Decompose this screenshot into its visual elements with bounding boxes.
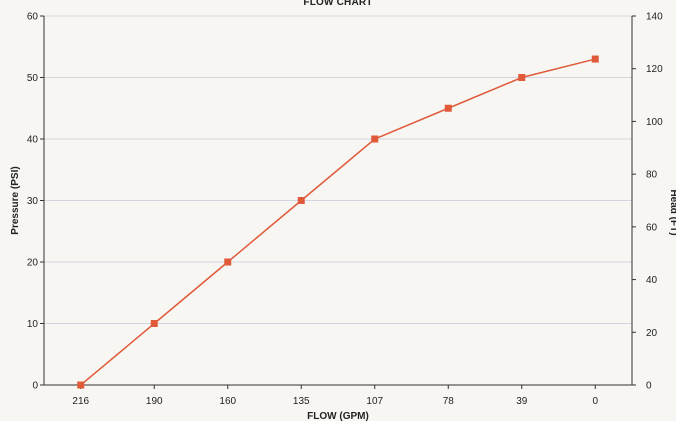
x-tick-label: 78 [443, 396, 455, 407]
data-point [591, 55, 599, 63]
data-point [444, 104, 452, 112]
y2-axis-title: Head (FT) [668, 189, 676, 235]
x-tick-label: 107 [366, 396, 383, 407]
data-point [224, 258, 232, 266]
data-point [150, 320, 158, 327]
y-tick-label: 50 [27, 73, 39, 84]
x-tick-label: 190 [146, 396, 163, 407]
y2-tick-label: 100 [646, 117, 663, 128]
data-point [297, 197, 305, 204]
data-point [77, 381, 85, 389]
y2-tick-label: 20 [646, 328, 658, 339]
y2-tick-label: 140 [646, 12, 663, 23]
x-tick-label: 39 [516, 396, 528, 407]
y-tick-label: 40 [27, 135, 39, 146]
x-tick-label: 0 [592, 396, 598, 407]
y-tick-label: 0 [32, 381, 38, 392]
x-tick-label: 135 [293, 396, 310, 407]
y2-tick-label: 120 [646, 64, 663, 75]
series-layer [77, 55, 599, 389]
y-tick-label: 60 [27, 12, 39, 23]
labels-layer: FLOW (GPM) Pressure (PSI) Head (FT) [10, 166, 676, 421]
y2-tick-label: 0 [646, 381, 652, 392]
y-tick-label: 20 [27, 258, 39, 269]
axes: 0 10 20 30 40 50 60 0 20 40 60 80 100 120 140 216 190 160… [27, 12, 663, 408]
y2-tick-label: 80 [646, 170, 658, 181]
y-tick-label: 10 [27, 319, 39, 330]
x-tick-label: 160 [219, 396, 236, 407]
data-point [371, 135, 379, 143]
gridlines [44, 15, 632, 324]
data-point [518, 74, 526, 81]
y2-tick-label: 60 [646, 222, 658, 233]
y2-tick-label: 40 [646, 275, 658, 286]
series-line [80, 58, 596, 386]
x-axis-title: FLOW (GPM) [307, 411, 369, 421]
y-axis-title: Pressure (PSI) [10, 166, 21, 234]
chart-title: FLOW CHART [303, 0, 373, 8]
x-tick-label: 216 [72, 396, 89, 407]
y-tick-label: 30 [27, 196, 39, 207]
